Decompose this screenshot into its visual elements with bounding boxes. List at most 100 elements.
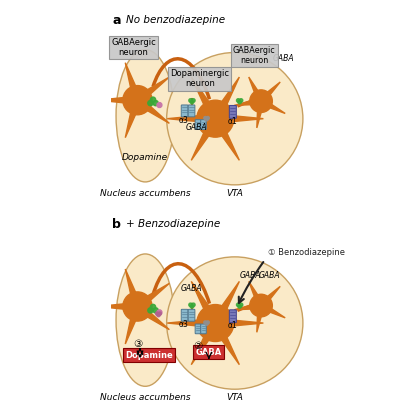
FancyBboxPatch shape <box>188 309 195 321</box>
Circle shape <box>236 99 240 102</box>
Text: GABAergic
neuron: GABAergic neuron <box>233 46 276 65</box>
Polygon shape <box>249 77 264 102</box>
FancyBboxPatch shape <box>181 309 188 321</box>
Circle shape <box>238 304 241 308</box>
FancyBboxPatch shape <box>195 324 201 334</box>
Circle shape <box>204 116 207 120</box>
Circle shape <box>157 313 160 317</box>
Polygon shape <box>211 321 239 365</box>
Circle shape <box>239 99 243 102</box>
Circle shape <box>153 308 158 313</box>
Polygon shape <box>257 101 264 128</box>
Polygon shape <box>260 303 285 318</box>
Polygon shape <box>211 77 239 121</box>
Text: + Benzodiazepine: + Benzodiazepine <box>126 219 220 229</box>
Polygon shape <box>167 114 215 123</box>
Text: a: a <box>112 13 121 26</box>
Circle shape <box>189 303 192 307</box>
Circle shape <box>148 308 153 313</box>
Polygon shape <box>125 305 141 344</box>
Ellipse shape <box>116 254 174 386</box>
Circle shape <box>123 86 152 115</box>
Text: GABA: GABA <box>186 123 208 132</box>
Circle shape <box>148 100 153 106</box>
Polygon shape <box>191 116 219 160</box>
FancyBboxPatch shape <box>195 120 201 129</box>
Polygon shape <box>125 269 141 308</box>
Text: VTA: VTA <box>226 394 243 402</box>
Text: GABA: GABA <box>259 271 280 280</box>
FancyBboxPatch shape <box>229 310 236 323</box>
Polygon shape <box>215 318 264 328</box>
Ellipse shape <box>116 50 174 182</box>
Circle shape <box>190 100 194 104</box>
FancyBboxPatch shape <box>181 105 188 117</box>
Circle shape <box>239 303 243 307</box>
Polygon shape <box>234 98 261 105</box>
Circle shape <box>206 116 209 120</box>
Circle shape <box>191 99 195 102</box>
Circle shape <box>191 303 195 307</box>
Ellipse shape <box>167 257 303 389</box>
Ellipse shape <box>167 52 303 185</box>
Text: b: b <box>112 218 121 231</box>
Polygon shape <box>191 77 219 121</box>
Circle shape <box>158 312 161 315</box>
Polygon shape <box>98 302 138 310</box>
Circle shape <box>204 321 207 324</box>
Circle shape <box>236 303 240 307</box>
Circle shape <box>157 102 162 108</box>
Polygon shape <box>211 281 239 326</box>
FancyBboxPatch shape <box>229 105 236 118</box>
Circle shape <box>197 304 234 341</box>
Polygon shape <box>98 96 138 104</box>
Circle shape <box>205 118 208 121</box>
Circle shape <box>151 304 156 310</box>
Circle shape <box>197 100 234 137</box>
Circle shape <box>189 99 192 102</box>
Text: Nucleus accumbens: Nucleus accumbens <box>100 189 191 198</box>
Text: ③: ③ <box>133 339 142 349</box>
Text: α3: α3 <box>179 320 189 329</box>
Text: No benzodiazepine: No benzodiazepine <box>126 15 225 24</box>
Polygon shape <box>135 303 169 330</box>
Polygon shape <box>135 284 169 310</box>
Circle shape <box>153 100 158 106</box>
Polygon shape <box>260 98 285 113</box>
Circle shape <box>206 321 209 324</box>
Polygon shape <box>249 281 264 307</box>
Text: ②: ② <box>193 341 202 352</box>
Polygon shape <box>259 286 280 308</box>
Circle shape <box>250 90 272 113</box>
Text: GABAergic
neuron: GABAergic neuron <box>111 38 156 58</box>
Circle shape <box>238 100 241 104</box>
Polygon shape <box>167 318 215 328</box>
Text: GABA: GABA <box>180 284 202 293</box>
Polygon shape <box>191 321 219 365</box>
Text: α1: α1 <box>228 116 238 126</box>
FancyBboxPatch shape <box>201 120 206 129</box>
Polygon shape <box>257 305 264 332</box>
Polygon shape <box>191 281 219 326</box>
Circle shape <box>123 292 152 321</box>
Text: α1: α1 <box>228 321 238 330</box>
Polygon shape <box>135 77 169 103</box>
Polygon shape <box>215 114 264 123</box>
Text: α3: α3 <box>179 116 189 125</box>
Text: GABA: GABA <box>239 271 261 280</box>
Text: GABA: GABA <box>273 54 294 63</box>
Circle shape <box>157 310 162 315</box>
Text: Dopamine: Dopamine <box>122 153 168 162</box>
Circle shape <box>250 294 272 317</box>
Text: Dopamine: Dopamine <box>125 351 173 360</box>
Text: ① Benzodiazepine: ① Benzodiazepine <box>268 249 345 257</box>
Circle shape <box>151 97 156 102</box>
Polygon shape <box>234 302 261 310</box>
Circle shape <box>156 312 159 315</box>
Circle shape <box>190 304 194 308</box>
Polygon shape <box>125 63 141 102</box>
Text: VTA: VTA <box>226 189 243 198</box>
Polygon shape <box>211 116 239 160</box>
FancyBboxPatch shape <box>188 105 195 117</box>
Polygon shape <box>125 99 141 138</box>
